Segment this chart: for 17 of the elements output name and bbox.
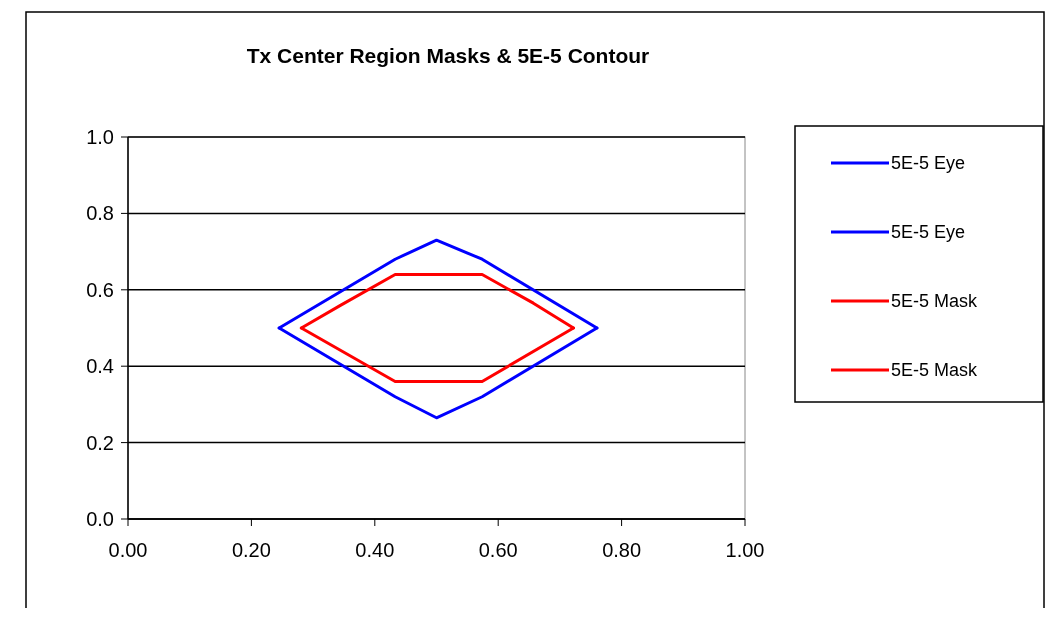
x-tick-label: 0.80: [602, 539, 642, 561]
legend-label: 5E-5 Eye: [891, 222, 966, 243]
x-tick-label: 0.20: [231, 539, 271, 561]
x-tick-label: 0.00: [108, 539, 148, 561]
y-tick-label: 0.6: [86, 278, 114, 301]
x-tick-label: 1.00: [725, 539, 765, 561]
y-tick-label: 1.0: [86, 126, 114, 148]
y-tick-label: 0.2: [86, 431, 114, 454]
x-tick-label: 0.40: [355, 539, 395, 561]
legend-label: 5E-5 Mask: [891, 291, 979, 312]
y-tick-label: 0.0: [86, 508, 114, 530]
y-tick-label: 0.4: [86, 355, 114, 378]
x-tick-label: 0.60: [478, 539, 518, 561]
y-tick-label: 0.8: [86, 202, 114, 225]
chart-title: Tx Center Region Masks & 5E-5 Contour: [246, 44, 650, 67]
legend-label: 5E-5 Mask: [891, 360, 979, 381]
legend-label: 5E-5 Eye: [891, 153, 966, 174]
